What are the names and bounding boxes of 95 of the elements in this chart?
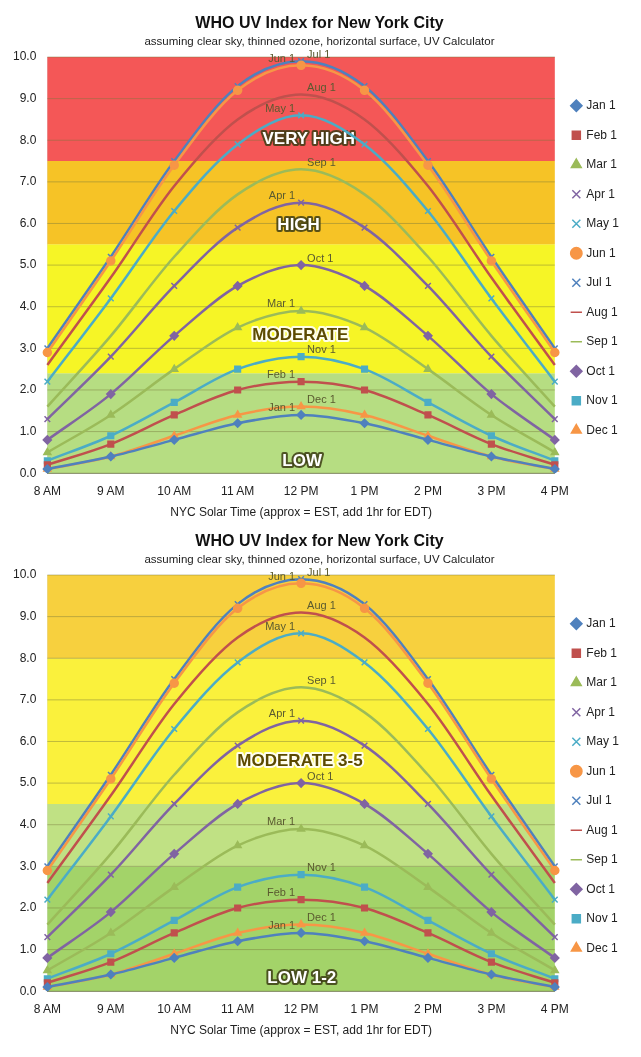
legend-label: Jul 1 — [586, 275, 612, 290]
x-axis-title: NYC Solar Time (approx = EST, add 1hr for EDT) — [170, 505, 432, 520]
legend-label: Jun 1 — [586, 763, 616, 778]
legend-label: Sep 1 — [586, 334, 619, 349]
legend-label: Jan 1 — [586, 616, 616, 631]
y-tick-label: 4.0 — [19, 817, 37, 832]
text: Mar 1 — [266, 297, 296, 310]
legend-label: Jan 1 — [586, 98, 616, 113]
x-tick-label: 8 AM — [33, 483, 62, 498]
legend-label: Mar 1 — [586, 675, 618, 690]
x-tick-label: 12 PM — [283, 483, 319, 498]
y-tick-label: 6.0 — [19, 215, 37, 230]
band-label: LOW 1-2 — [267, 968, 337, 988]
y-tick-label: 5.0 — [19, 257, 37, 272]
legend-label: Aug 1 — [586, 304, 619, 319]
text: Dec 1 — [307, 911, 336, 924]
y-tick-label: 0.0 — [19, 465, 37, 480]
x-tick-label: 8 AM — [33, 1001, 62, 1016]
y-tick-label: 7.0 — [19, 174, 37, 189]
text: Feb 1 — [266, 886, 296, 899]
x-tick-label: 11 AM — [221, 1001, 255, 1016]
band-label: MODERATE — [252, 324, 349, 344]
band-label: VERY HIGH — [262, 128, 356, 148]
y-tick-label: 1.0 — [19, 941, 37, 956]
text: Nov 1 — [307, 343, 336, 356]
legend-label: Jul 1 — [586, 793, 612, 808]
y-tick-label: 9.0 — [19, 90, 37, 105]
legend-label: Dec 1 — [586, 422, 618, 437]
legend-label: Dec 1 — [586, 940, 618, 955]
x-tick-label: 9 AM — [97, 483, 125, 498]
text: Apr 1 — [268, 707, 296, 720]
x-tick-label: 10 AM — [157, 1001, 192, 1016]
chart-subtitle: assuming clear sky, thinned ozone, horizontal surface, UV Calculator — [144, 35, 495, 48]
y-tick-label: 4.0 — [19, 299, 37, 314]
legend-label: Apr 1 — [586, 186, 616, 201]
text: May 1 — [265, 619, 296, 632]
text: May 1 — [265, 101, 296, 114]
legend-label: Feb 1 — [586, 127, 618, 142]
legend-label: Apr 1 — [586, 704, 616, 719]
x-tick-label: 2 PM — [413, 483, 442, 498]
y-tick-label: 3.0 — [19, 858, 37, 873]
legend-label: Oct 1 — [586, 881, 616, 896]
text: Oct 1 — [307, 769, 334, 782]
y-tick-label: 6.0 — [19, 733, 37, 748]
legend-label: Mar 1 — [586, 157, 618, 172]
text: Oct 1 — [307, 251, 334, 264]
x-tick-label: 1 PM — [350, 483, 379, 498]
x-tick-label: 9 AM — [97, 1001, 125, 1016]
y-tick-label: 0.0 — [19, 983, 37, 998]
y-tick-label: 10.0 — [13, 49, 37, 64]
x-tick-label: 3 PM — [477, 483, 506, 498]
y-tick-label: 5.0 — [19, 775, 37, 790]
y-tick-label: 8.0 — [19, 650, 37, 665]
text: Jan 1 — [268, 401, 296, 414]
legend-label: Jun 1 — [586, 245, 616, 260]
legend-label: Oct 1 — [586, 363, 616, 378]
y-tick-label: 2.0 — [19, 900, 37, 915]
y-tick-label: 9.0 — [19, 608, 37, 623]
legend-label: Sep 1 — [586, 852, 619, 867]
band-label: HIGH — [277, 214, 320, 234]
x-tick-label: 3 PM — [477, 1001, 506, 1016]
y-tick-label: 2.0 — [19, 382, 37, 397]
band-label: MODERATE 3-5 — [237, 750, 363, 770]
x-tick-label: 2 PM — [413, 1001, 442, 1016]
legend-label: Nov 1 — [586, 911, 618, 926]
y-tick-label: 10.0 — [13, 567, 37, 582]
text: Jul 1 — [307, 47, 331, 60]
chart-subtitle: assuming clear sky, thinned ozone, horizontal surface, UV Calculator — [144, 553, 495, 566]
y-tick-label: 3.0 — [19, 340, 37, 355]
legend-label: May 1 — [586, 734, 620, 749]
x-tick-label: 4 PM — [540, 483, 569, 498]
x-axis-title: NYC Solar Time (approx = EST, add 1hr for EDT) — [170, 1023, 432, 1038]
chart-title: WHO UV Index for New York City — [195, 14, 444, 32]
x-tick-label: 10 AM — [157, 483, 192, 498]
x-tick-label: 4 PM — [540, 1001, 569, 1016]
y-tick-label: 7.0 — [19, 692, 37, 707]
legend-label: Nov 1 — [586, 393, 618, 408]
text: Jul 1 — [307, 565, 331, 578]
text: Mar 1 — [266, 815, 296, 828]
text: Nov 1 — [307, 861, 336, 874]
legend-label: May 1 — [586, 216, 620, 231]
text: Sep 1 — [307, 673, 336, 686]
x-tick-label: 12 PM — [283, 1001, 319, 1016]
text: Dec 1 — [307, 393, 336, 406]
y-tick-label: 1.0 — [19, 423, 37, 438]
chart-title: WHO UV Index for New York City — [195, 532, 444, 550]
x-tick-label: 1 PM — [350, 1001, 379, 1016]
band-label: LOW — [282, 451, 323, 470]
x-tick-label: 11 AM — [221, 483, 255, 498]
text: Apr 1 — [268, 189, 296, 202]
text: Aug 1 — [307, 598, 336, 611]
text: Aug 1 — [307, 80, 336, 93]
legend-label: Aug 1 — [586, 822, 619, 837]
y-tick-label: 8.0 — [19, 132, 37, 147]
legend-label: Feb 1 — [586, 645, 618, 660]
